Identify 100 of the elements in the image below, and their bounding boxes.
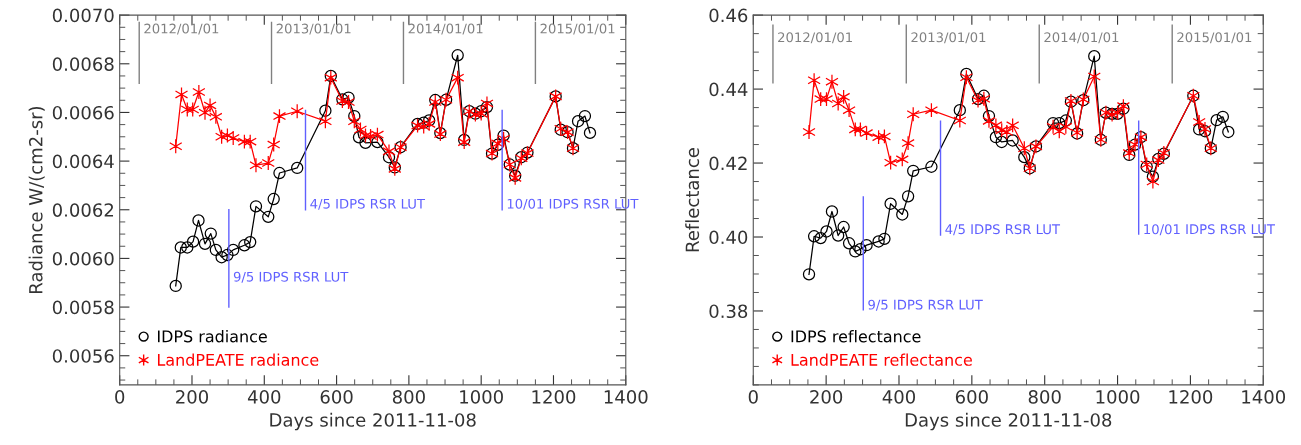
point [960, 67, 973, 81]
point [480, 95, 494, 112]
y-axis-title: Radiance W/(cm2-sr) [28, 106, 45, 293]
point [1198, 125, 1212, 138]
x-tick-label: 200 [176, 390, 209, 404]
point [262, 210, 275, 223]
y-tick-label: 0.0070 [52, 8, 114, 23]
x-tick-label: 400 [247, 390, 281, 404]
point [825, 74, 839, 90]
annotation: 2015/01/01 [540, 23, 615, 35]
x-tick-label: 1000 [460, 390, 503, 404]
point [352, 131, 366, 144]
point [995, 135, 1008, 149]
x-tick-label: 800 [1028, 390, 1061, 404]
point [203, 97, 217, 113]
point [508, 170, 522, 186]
y-tick-label: 0.0064 [52, 154, 114, 169]
x-tick-label: 600 [320, 390, 353, 404]
point [451, 49, 464, 62]
annotation: 2014/01/01 [1044, 32, 1119, 44]
annotation: 4/5 IDPS RSR LUT [945, 224, 1061, 236]
point [849, 245, 862, 258]
legend-label: LandPEATE radiance [158, 353, 319, 366]
point [807, 72, 821, 88]
point [480, 100, 494, 114]
point [1216, 110, 1230, 124]
point [820, 225, 833, 238]
point [422, 114, 436, 127]
point [342, 91, 355, 104]
legend-label: IDPS reflectance [791, 330, 921, 343]
point [244, 235, 257, 249]
point [186, 235, 200, 248]
x-tick-label: 600 [955, 390, 988, 404]
y-tick-label: 0.38 [709, 304, 748, 319]
y-tick-label: 0.0062 [52, 203, 114, 217]
x-axis-title: Days since 2011-11-08 [270, 412, 476, 431]
point [1046, 116, 1060, 130]
annotation: 2013/01/01 [911, 32, 986, 44]
point [1018, 150, 1031, 164]
point [319, 104, 332, 117]
point [267, 192, 280, 206]
point [925, 160, 938, 173]
point [1146, 170, 1160, 183]
x-tick-label: 1200 [532, 390, 576, 404]
point [1146, 173, 1160, 190]
point [814, 231, 827, 245]
point [1198, 121, 1212, 137]
point [1210, 113, 1223, 127]
point [238, 239, 251, 252]
x-tick-label: 200 [810, 390, 843, 404]
point [371, 135, 384, 149]
legend-label: LandPEATE reflectance [791, 353, 972, 366]
point [1088, 49, 1101, 63]
point [221, 248, 234, 262]
annotation: 4/5 IDPS RSR LUT [310, 198, 426, 210]
point [872, 235, 885, 248]
y-tick-label: 0.0068 [52, 57, 114, 71]
point [192, 214, 205, 227]
annotation: 2012/01/01 [778, 32, 852, 44]
point [417, 116, 430, 129]
x-tick-label: 1200 [1169, 390, 1213, 404]
point [475, 105, 488, 118]
x-tick-label: 1400 [1242, 390, 1286, 404]
point [1046, 119, 1060, 135]
y-tick-label: 0.0060 [52, 251, 114, 266]
point [348, 109, 361, 123]
point [174, 241, 187, 254]
annotation: 2014/01/01 [408, 23, 483, 35]
point [989, 117, 1003, 133]
point [227, 243, 240, 257]
point [249, 157, 263, 173]
annotation: 9/5 IDPS RSR LUT [233, 271, 349, 283]
point [1059, 114, 1073, 127]
point [497, 129, 510, 142]
point [198, 237, 212, 251]
point [802, 124, 816, 140]
point [901, 190, 915, 203]
point [359, 136, 372, 150]
point [1006, 134, 1019, 147]
point [198, 105, 212, 121]
point [1117, 102, 1130, 115]
point [901, 135, 915, 151]
y-tick-label: 0.44 [709, 82, 748, 97]
y-axis-title: Reflectance [685, 148, 700, 252]
x-tick-label: 800 [392, 390, 425, 404]
x-axis-title: Days since 2011-11-08 [905, 412, 1112, 431]
x-tick-label: 400 [882, 390, 916, 404]
point [837, 220, 850, 234]
point [181, 241, 194, 254]
x-tick-label: 1000 [1096, 390, 1140, 404]
point [802, 268, 816, 281]
point [842, 102, 856, 118]
point [169, 279, 182, 293]
point [215, 251, 228, 264]
y-tick-label: 0.40 [709, 230, 748, 245]
point [1053, 116, 1066, 130]
y-tick-label: 0.0056 [52, 349, 114, 363]
annotation: 2013/01/01 [276, 23, 351, 35]
point [884, 197, 897, 210]
y-tick-label: 0.0066 [52, 105, 114, 120]
